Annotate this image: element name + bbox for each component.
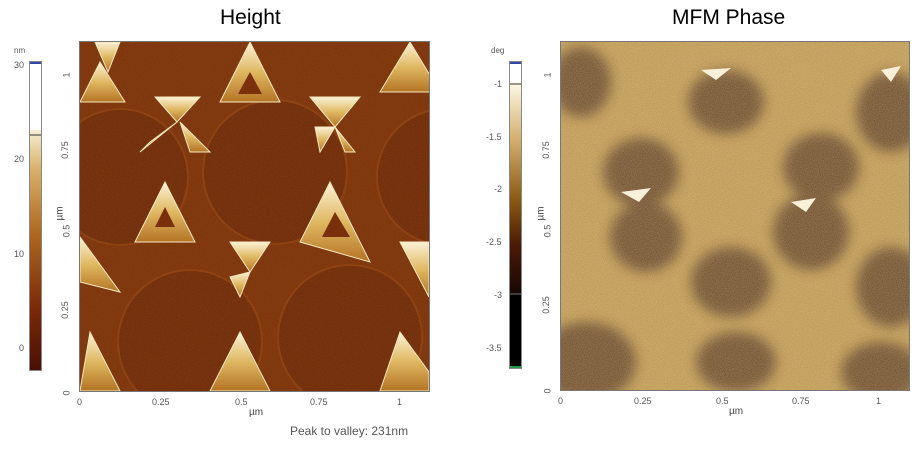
- phase-colorbar-tick: -1: [494, 79, 503, 89]
- height-panel-title: Height: [220, 6, 281, 29]
- height-y-tick: 0: [61, 390, 72, 396]
- phase-x-tick: 0.75: [792, 396, 810, 406]
- peak-to-valley-text: Peak to valley: 231nm: [290, 424, 409, 438]
- height-colorbar-unit: nm: [14, 46, 26, 55]
- phase-colorbar-tick: -2.5: [486, 237, 502, 247]
- height-y-tick: 0.5: [61, 224, 72, 238]
- height-x-tick: 0.5: [235, 397, 248, 407]
- phase-x-tick: 0.5: [716, 396, 729, 406]
- height-colorbar: [29, 61, 42, 371]
- phase-x-tick: 0: [558, 396, 564, 406]
- phase-colorbar: [509, 61, 522, 369]
- height-y-tick: 0.25: [59, 301, 70, 319]
- phase-colorbar-tick: -3.5: [486, 343, 502, 353]
- phase-y-tick: 0.5: [542, 224, 553, 238]
- phase-colorbar-unit: deg: [491, 46, 505, 55]
- phase-colorbar-tick: -3: [494, 290, 503, 300]
- height-colorbar-tick: 30: [14, 60, 25, 70]
- phase-colorbar-tick: -1.5: [486, 132, 502, 142]
- height-y-tick: 1: [61, 72, 72, 78]
- height-y-axis-unit: µm: [54, 206, 66, 221]
- height-y-tick: 0.75: [59, 141, 70, 159]
- phase-colorbar-tick: -2: [494, 184, 503, 194]
- height-x-axis-unit: µm: [249, 407, 264, 418]
- phase-y-tick: 0: [542, 388, 553, 394]
- phase-y-axis-unit: µm: [535, 206, 547, 221]
- mfm-phase-image: [560, 41, 910, 391]
- phase-x-tick: 1: [876, 396, 882, 406]
- phase-x-tick: 0.25: [634, 396, 652, 406]
- height-x-tick: 1: [397, 397, 403, 407]
- height-x-tick: 0.75: [310, 397, 328, 407]
- height-colorbar-tick: 10: [14, 249, 25, 259]
- height-colorbar-tick: 0: [19, 343, 25, 353]
- height-image: [79, 41, 430, 392]
- phase-y-tick: 0.75: [540, 141, 551, 159]
- mfm-phase-panel-title: MFM Phase: [672, 6, 786, 29]
- phase-x-axis-unit: µm: [729, 406, 744, 417]
- phase-y-tick: 1: [542, 72, 553, 78]
- height-x-tick: 0.25: [152, 397, 170, 407]
- phase-y-tick: 0.25: [540, 296, 551, 314]
- height-x-tick: 0: [77, 397, 83, 407]
- height-colorbar-tick: 20: [14, 154, 25, 164]
